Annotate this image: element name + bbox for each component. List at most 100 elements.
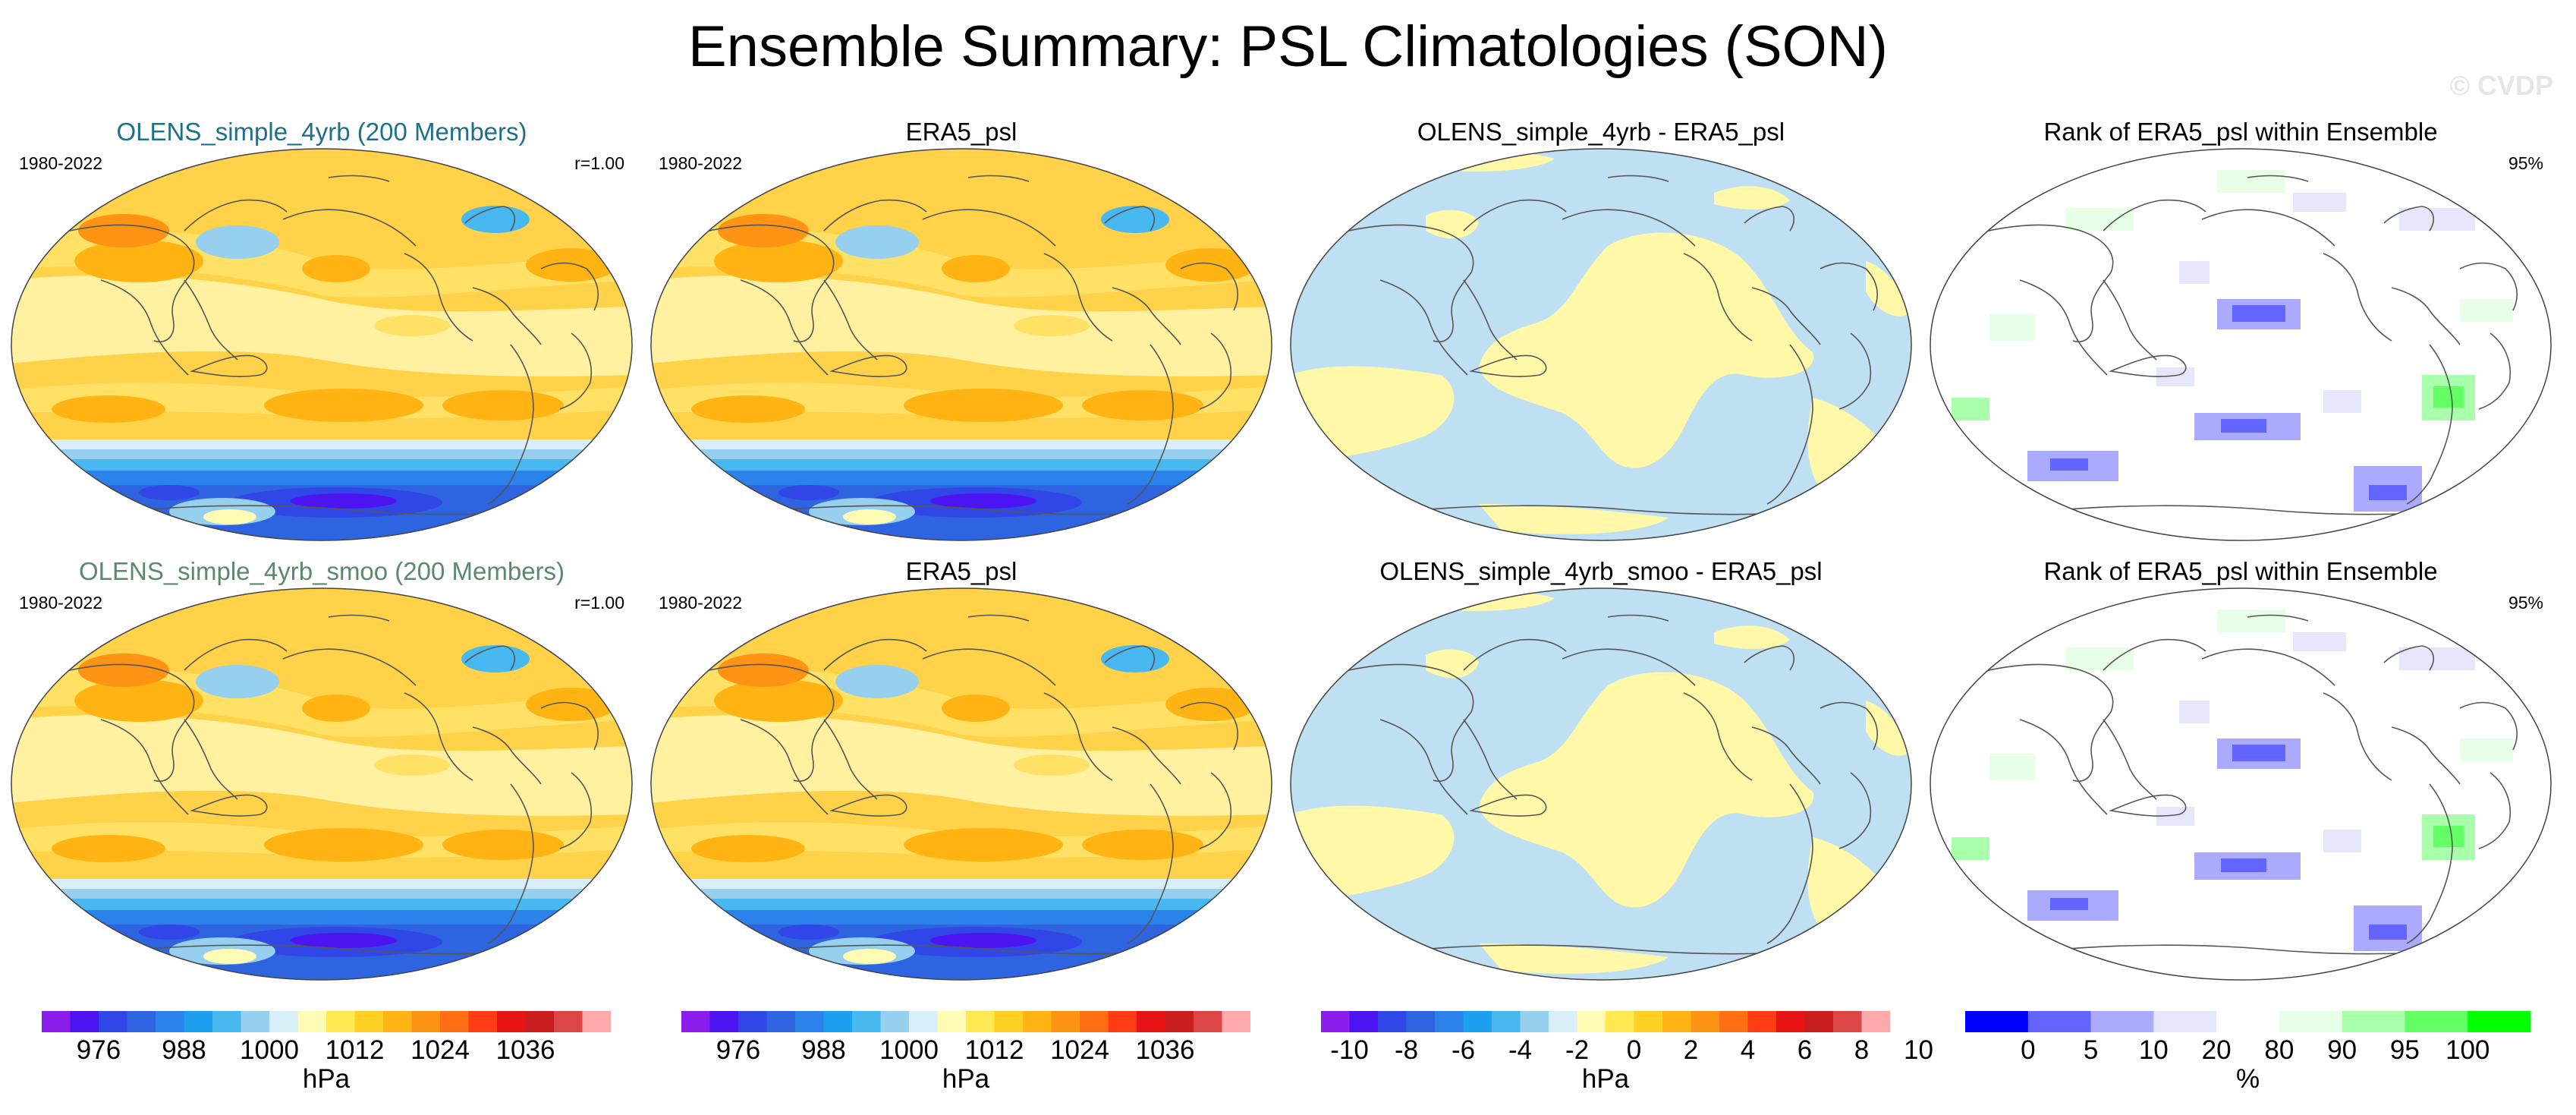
colorbar-tick-label: -10 — [1330, 1035, 1369, 1065]
colorbar-swatch — [1662, 1011, 1691, 1032]
colorbar-swatch — [2467, 1011, 2530, 1032]
colorbar-tick-label: 1000 — [240, 1035, 299, 1065]
colorbar-swatch — [1194, 1011, 1222, 1032]
globe-map — [11, 148, 633, 541]
colorbar-swatch — [738, 1011, 767, 1032]
colorbar-swatch — [156, 1011, 184, 1032]
colorbar-swatch — [709, 1011, 739, 1032]
colorbar-swatch — [937, 1011, 967, 1032]
colorbar-swatch — [966, 1011, 995, 1032]
colorbar-swatch — [127, 1011, 156, 1032]
colorbar-swatch — [354, 1011, 384, 1032]
map-panel: Rank of ERA5_psl within Ensemble 95% — [1921, 556, 2560, 993]
colorbar-swatch — [99, 1011, 127, 1032]
colorbar-tick-label: -6 — [1451, 1035, 1476, 1065]
map-panel: OLENS_simple_4yrb (200 Members) 1980-202… — [2, 117, 641, 553]
colorbar: 0 5 10 20 80 90 95 100% — [1965, 1011, 2530, 1102]
colorbar-swatch — [1051, 1011, 1080, 1032]
panel-title: OLENS_simple_4yrb - ERA5_psl — [1417, 118, 1785, 146]
colorbar-tick-label: 5 — [2083, 1035, 2099, 1065]
colorbar-swatch — [1165, 1011, 1194, 1032]
colorbar-swatch — [269, 1011, 298, 1032]
globe-map — [650, 148, 1272, 541]
panel-title: Rank of ERA5_psl within Ensemble — [2043, 557, 2438, 585]
colorbar-swatch — [2279, 1011, 2343, 1032]
colorbar-tick-label: 1036 — [1135, 1035, 1195, 1065]
panel-title: OLENS_simple_4yrb_smoo - ERA5_psl — [1379, 557, 1823, 585]
colorbar-swatch — [1406, 1011, 1436, 1032]
year-range-label: 1980-2022 — [19, 593, 102, 613]
colorbar-swatch — [1520, 1011, 1549, 1032]
colorbar-swatch — [1463, 1011, 1492, 1032]
colorbar: 976 988 1000 1012 1024 1036 hPa — [42, 1011, 611, 1102]
map-panel: ERA5_psl 1980-2022 — [642, 556, 1281, 993]
colorbar-swatch — [1833, 1011, 1862, 1032]
colorbar-tick-label: 0 — [2021, 1035, 2036, 1065]
globe-map — [11, 587, 633, 981]
colorbar-swatch — [2216, 1011, 2280, 1032]
colorbar-swatch — [1108, 1011, 1137, 1032]
colorbar: 976 988 1000 1012 1024 1036 hPa — [681, 1011, 1250, 1102]
colorbar-tick-label: 1012 — [325, 1035, 385, 1065]
colorbar-tick-label: 4 — [1740, 1035, 1756, 1065]
colorbar-swatch — [184, 1011, 213, 1032]
stat-label: 95% — [2508, 593, 2543, 613]
colorbar-swatch — [554, 1011, 583, 1032]
colorbar-swatch — [1349, 1011, 1379, 1032]
colorbar-tick-label: 1024 — [410, 1035, 470, 1065]
cvdp-watermark: © CVDP — [2449, 70, 2553, 101]
colorbar-tick-label: 80 — [2264, 1035, 2294, 1065]
globe-map — [1290, 148, 1912, 541]
map-panel: OLENS_simple_4yrb_smoo - ERA5_psl — [1282, 556, 1920, 993]
colorbar-swatch — [2153, 1011, 2217, 1032]
colorbar-swatch — [852, 1011, 881, 1032]
colorbar-swatch — [1080, 1011, 1109, 1032]
colorbar-swatch — [468, 1011, 498, 1032]
colorbar-swatch — [212, 1011, 241, 1032]
colorbar-swatch — [1776, 1011, 1805, 1032]
globe-map — [1290, 587, 1912, 981]
colorbar-swatch — [1719, 1011, 1748, 1032]
colorbar-tick-label: 988 — [801, 1035, 846, 1065]
colorbar-tick-label: -4 — [1508, 1035, 1533, 1065]
colorbar-swatch — [582, 1011, 611, 1032]
colorbar-unit: % — [2235, 1064, 2260, 1094]
colorbar-swatch — [411, 1011, 441, 1032]
colorbar-swatch — [2027, 1011, 2092, 1032]
colorbar-tick-label: 10 — [2138, 1035, 2169, 1065]
colorbar-unit: hPa — [1581, 1064, 1630, 1094]
colorbar-swatch — [1804, 1011, 1834, 1032]
year-range-label: 1980-2022 — [19, 153, 102, 173]
year-range-label: 1980-2022 — [659, 153, 742, 173]
colorbar-unit: hPa — [942, 1064, 990, 1094]
map-panel: ERA5_psl 1980-2022 — [642, 117, 1281, 553]
colorbar-tick-label: 10 — [1904, 1035, 1933, 1065]
colorbar-swatch — [1222, 1011, 1250, 1032]
colorbar-tick-label: 1024 — [1050, 1035, 1109, 1065]
year-range-label: 1980-2022 — [659, 593, 742, 613]
colorbar-tick-label: 976 — [76, 1035, 121, 1065]
colorbar-swatch — [525, 1011, 555, 1032]
colorbar-tick-label: 20 — [2201, 1035, 2232, 1065]
colorbar-swatch — [70, 1011, 99, 1032]
colorbar-swatch — [1691, 1011, 1720, 1032]
colorbar-tick-label: 8 — [1854, 1035, 1870, 1065]
colorbar-swatch — [1965, 1011, 2029, 1032]
colorbar-tick-label: -8 — [1394, 1035, 1419, 1065]
colorbar-swatch — [241, 1011, 270, 1032]
stat-label: r=1.00 — [574, 153, 624, 173]
panel-title: OLENS_simple_4yrb (200 Members) — [116, 118, 527, 146]
colorbar-swatch — [909, 1011, 938, 1032]
map-panel: OLENS_simple_4yrb - ERA5_psl — [1282, 117, 1920, 553]
colorbar-swatch — [681, 1011, 710, 1032]
colorbar-unit: hPa — [302, 1064, 351, 1094]
colorbar-swatch — [766, 1011, 796, 1032]
colorbar-tick-label: 0 — [1626, 1035, 1642, 1065]
colorbar-tick-label: 1036 — [495, 1035, 555, 1065]
colorbar-swatch — [326, 1011, 355, 1032]
colorbar-tick-label: 1012 — [964, 1035, 1024, 1065]
stat-label: r=1.00 — [574, 593, 624, 613]
colorbar-tick-label: 95 — [2389, 1035, 2420, 1065]
colorbar-swatch — [497, 1011, 526, 1032]
panel-title: ERA5_psl — [905, 118, 1018, 146]
